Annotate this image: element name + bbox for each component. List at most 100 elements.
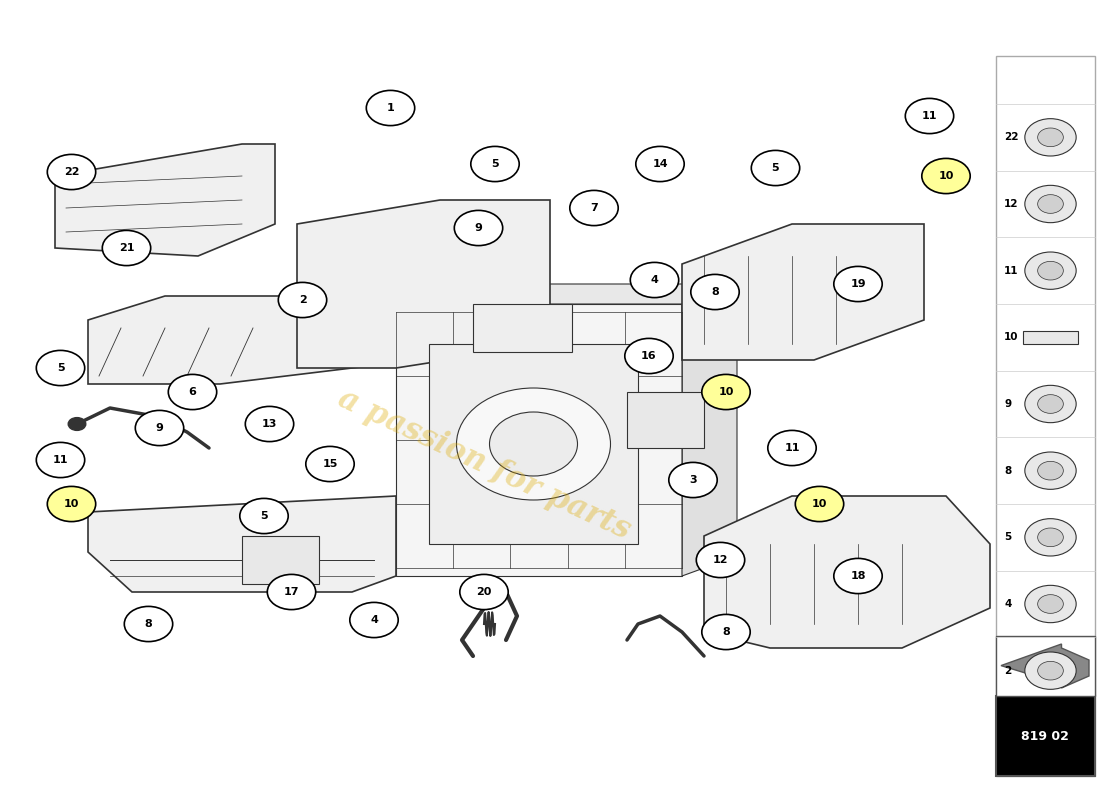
Text: 3: 3 — [690, 475, 696, 485]
Circle shape — [471, 146, 519, 182]
Text: 6: 6 — [188, 387, 197, 397]
Circle shape — [278, 282, 327, 318]
Circle shape — [460, 574, 508, 610]
Text: 9: 9 — [1004, 399, 1011, 409]
Circle shape — [490, 412, 578, 476]
Circle shape — [1025, 586, 1076, 622]
Circle shape — [1037, 528, 1064, 546]
Text: 12: 12 — [713, 555, 728, 565]
Circle shape — [1025, 118, 1076, 156]
Bar — [396, 304, 682, 576]
Text: 4: 4 — [1004, 599, 1012, 609]
Circle shape — [905, 98, 954, 134]
Text: 22: 22 — [64, 167, 79, 177]
Circle shape — [306, 446, 354, 482]
Circle shape — [625, 338, 673, 374]
Text: 8: 8 — [144, 619, 153, 629]
Circle shape — [36, 442, 85, 478]
Text: 10: 10 — [1004, 332, 1019, 342]
Bar — [242, 536, 319, 584]
Polygon shape — [88, 296, 418, 384]
Circle shape — [47, 154, 96, 190]
Polygon shape — [55, 144, 275, 256]
Text: 5: 5 — [1004, 532, 1012, 542]
Polygon shape — [297, 200, 550, 368]
Text: 20: 20 — [476, 587, 492, 597]
Text: 19: 19 — [850, 279, 866, 289]
Circle shape — [1025, 652, 1076, 690]
Circle shape — [366, 90, 415, 126]
Circle shape — [636, 146, 684, 182]
Circle shape — [702, 374, 750, 410]
Text: 4: 4 — [650, 275, 659, 285]
Circle shape — [240, 498, 288, 534]
Polygon shape — [88, 496, 396, 592]
Polygon shape — [627, 392, 704, 448]
Circle shape — [1025, 252, 1076, 290]
Bar — [473, 304, 572, 352]
Text: 7: 7 — [590, 203, 598, 213]
Circle shape — [1037, 462, 1064, 480]
Bar — [996, 696, 1094, 776]
Text: 18: 18 — [850, 571, 866, 581]
Circle shape — [102, 230, 151, 266]
Bar — [996, 56, 1094, 776]
Circle shape — [570, 190, 618, 226]
Bar — [996, 636, 1094, 696]
Circle shape — [124, 606, 173, 642]
Circle shape — [1025, 518, 1076, 556]
Circle shape — [1037, 594, 1064, 614]
Text: 22: 22 — [1004, 132, 1019, 142]
Text: 2: 2 — [1004, 666, 1012, 676]
Text: 12: 12 — [1004, 199, 1019, 209]
Circle shape — [1025, 186, 1076, 222]
Circle shape — [669, 462, 717, 498]
Text: 10: 10 — [938, 171, 954, 181]
Text: 819 02: 819 02 — [1021, 730, 1069, 742]
Circle shape — [1037, 262, 1064, 280]
Text: 2: 2 — [298, 295, 307, 305]
Circle shape — [68, 418, 86, 430]
Bar — [429, 344, 638, 544]
Circle shape — [922, 158, 970, 194]
Circle shape — [1037, 194, 1064, 214]
Text: 16: 16 — [641, 351, 657, 361]
Circle shape — [834, 558, 882, 594]
Text: 8: 8 — [722, 627, 730, 637]
Circle shape — [168, 374, 217, 410]
Text: 11: 11 — [1004, 266, 1019, 276]
Circle shape — [1025, 386, 1076, 422]
Circle shape — [350, 602, 398, 638]
Circle shape — [691, 274, 739, 310]
Circle shape — [1037, 662, 1064, 680]
Text: 4: 4 — [370, 615, 378, 625]
Text: 5: 5 — [492, 159, 498, 169]
Polygon shape — [1001, 644, 1089, 688]
Text: 9: 9 — [155, 423, 164, 433]
Circle shape — [702, 614, 750, 650]
Text: 5: 5 — [57, 363, 64, 373]
Circle shape — [834, 266, 882, 302]
Text: 11: 11 — [922, 111, 937, 121]
Circle shape — [36, 350, 85, 386]
Circle shape — [1025, 452, 1076, 490]
Circle shape — [456, 388, 611, 500]
Polygon shape — [704, 496, 990, 648]
Circle shape — [454, 210, 503, 246]
Circle shape — [267, 574, 316, 610]
Circle shape — [696, 542, 745, 578]
Text: 1: 1 — [386, 103, 395, 113]
Circle shape — [1037, 394, 1064, 414]
Text: 14: 14 — [652, 159, 668, 169]
Text: 11: 11 — [784, 443, 800, 453]
Text: 11: 11 — [53, 455, 68, 465]
Circle shape — [768, 430, 816, 466]
Text: 9: 9 — [474, 223, 483, 233]
Text: 5: 5 — [261, 511, 267, 521]
Circle shape — [630, 262, 679, 298]
Circle shape — [1037, 128, 1064, 146]
Text: 21: 21 — [119, 243, 134, 253]
Text: a passion for parts: a passion for parts — [333, 382, 635, 546]
Polygon shape — [682, 284, 737, 576]
Text: 13: 13 — [262, 419, 277, 429]
